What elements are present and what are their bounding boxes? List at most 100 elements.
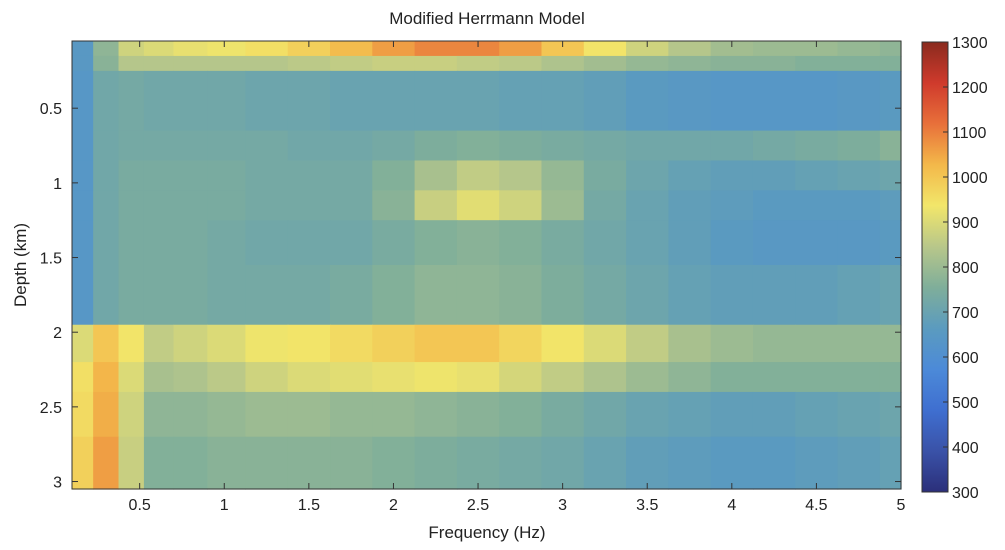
heatmap-cell <box>499 436 543 490</box>
heatmap-cell <box>93 362 120 393</box>
heatmap-cell <box>287 55 331 72</box>
heatmap-cell <box>668 70 712 132</box>
heatmap-cell <box>372 436 416 490</box>
heatmap-cell <box>93 436 120 490</box>
heatmap-cell <box>372 160 416 191</box>
heatmap-cell <box>173 55 208 72</box>
y-tick-label: 1 <box>53 176 62 193</box>
heatmap-cell <box>143 130 175 162</box>
heatmap-cell <box>330 391 373 438</box>
heatmap-cell <box>795 265 839 326</box>
heatmap-cell <box>372 70 416 132</box>
heatmap-cell <box>207 220 247 266</box>
heatmap-cell <box>626 55 669 72</box>
heatmap-cell <box>372 190 416 221</box>
heatmap-cell <box>541 130 585 162</box>
heatmap-cell <box>499 265 543 326</box>
heatmap-cell <box>118 55 145 72</box>
heatmap-cell <box>330 160 373 191</box>
heatmap-cell <box>245 70 289 132</box>
colorbar-ticks: 300 400 500 600 700 800 900 1000 1100 1200 1300 <box>943 35 988 502</box>
heatmap-cell <box>72 41 94 57</box>
heatmap-cell <box>287 130 331 162</box>
heatmap-cell <box>330 265 373 326</box>
heatmap-cell <box>72 324 94 363</box>
heatmap-cell <box>143 41 175 57</box>
heatmap-cell <box>93 70 120 132</box>
heatmap-cell <box>668 160 712 191</box>
heatmap-cell <box>456 41 500 57</box>
heatmap-cell <box>414 160 458 191</box>
heatmap-cell <box>143 362 175 393</box>
heatmap-cell <box>583 265 627 326</box>
heatmap-cell <box>752 190 796 221</box>
heatmap-cell <box>207 160 247 191</box>
heatmap-cell <box>330 362 373 393</box>
heatmap-cell <box>207 265 247 326</box>
heatmap-cell <box>207 70 247 132</box>
heatmap-cell <box>541 41 585 57</box>
heatmap-cell <box>499 41 543 57</box>
heatmap-cell <box>668 55 712 72</box>
heatmap-cell <box>330 190 373 221</box>
heatmap-cell <box>207 130 247 162</box>
heatmap-cell <box>879 362 902 393</box>
heatmap-cell <box>626 436 669 490</box>
heatmap-cell <box>752 362 796 393</box>
y-tick-label: 2.5 <box>40 400 62 417</box>
heatmap-cell <box>173 220 208 266</box>
heatmap-cell <box>207 190 247 221</box>
heatmap-cell <box>143 220 175 266</box>
heatmap-cell <box>287 70 331 132</box>
heatmap-cell <box>795 70 839 132</box>
heatmap-cell <box>93 220 120 266</box>
heatmap-cell <box>879 160 902 191</box>
heatmap-cell <box>710 70 754 132</box>
plot-frame <box>71 40 902 490</box>
heatmap-cell <box>626 41 669 57</box>
colorbar-tick-label: 1200 <box>952 80 988 97</box>
heatmap-cell <box>541 436 585 490</box>
colorbar-tick-label: 1300 <box>952 35 988 52</box>
y-tick-label: 2 <box>53 325 62 342</box>
heatmap-cell <box>837 190 881 221</box>
heatmap-cell <box>626 130 669 162</box>
heatmap-cell <box>668 265 712 326</box>
heatmap-cell <box>879 265 902 326</box>
x-tick-label: 3.5 <box>636 497 658 514</box>
x-tick-label: 0.5 <box>129 497 151 514</box>
heatmap-cell <box>456 324 500 363</box>
heatmap-cell <box>143 436 175 490</box>
heatmap-cell <box>456 130 500 162</box>
heatmap-cell <box>118 362 145 393</box>
heatmap-cell <box>541 391 585 438</box>
colorbar-tick-label: 900 <box>952 215 979 232</box>
heatmap-cell <box>752 41 796 57</box>
heatmap-cell <box>173 324 208 363</box>
y-tick-label: 0.5 <box>40 101 62 118</box>
heatmap-cell <box>173 265 208 326</box>
heatmap-cell <box>668 391 712 438</box>
heatmap-cell <box>837 265 881 326</box>
x-tick-label: 5 <box>897 497 906 514</box>
heatmap-cell <box>879 130 902 162</box>
heatmap-cell <box>372 55 416 72</box>
heatmap-cell <box>414 55 458 72</box>
heatmap-cell <box>330 220 373 266</box>
heatmap-cell <box>795 55 839 72</box>
heatmap-cell <box>245 220 289 266</box>
heatmap-cell <box>710 265 754 326</box>
heatmap-cell <box>456 265 500 326</box>
heatmap-cell <box>118 265 145 326</box>
heatmap-cell <box>287 265 331 326</box>
heatmap-cell <box>207 41 247 57</box>
heatmap-cell <box>879 41 902 57</box>
heatmap-cell <box>245 265 289 326</box>
chart-title: Modified Herrmann Model <box>389 9 585 28</box>
heatmap-cell <box>173 436 208 490</box>
heatmap-cell <box>143 70 175 132</box>
heatmap-cell <box>72 362 94 393</box>
heatmap-cell <box>752 391 796 438</box>
heatmap-cell <box>795 220 839 266</box>
heatmap-cell <box>372 362 416 393</box>
